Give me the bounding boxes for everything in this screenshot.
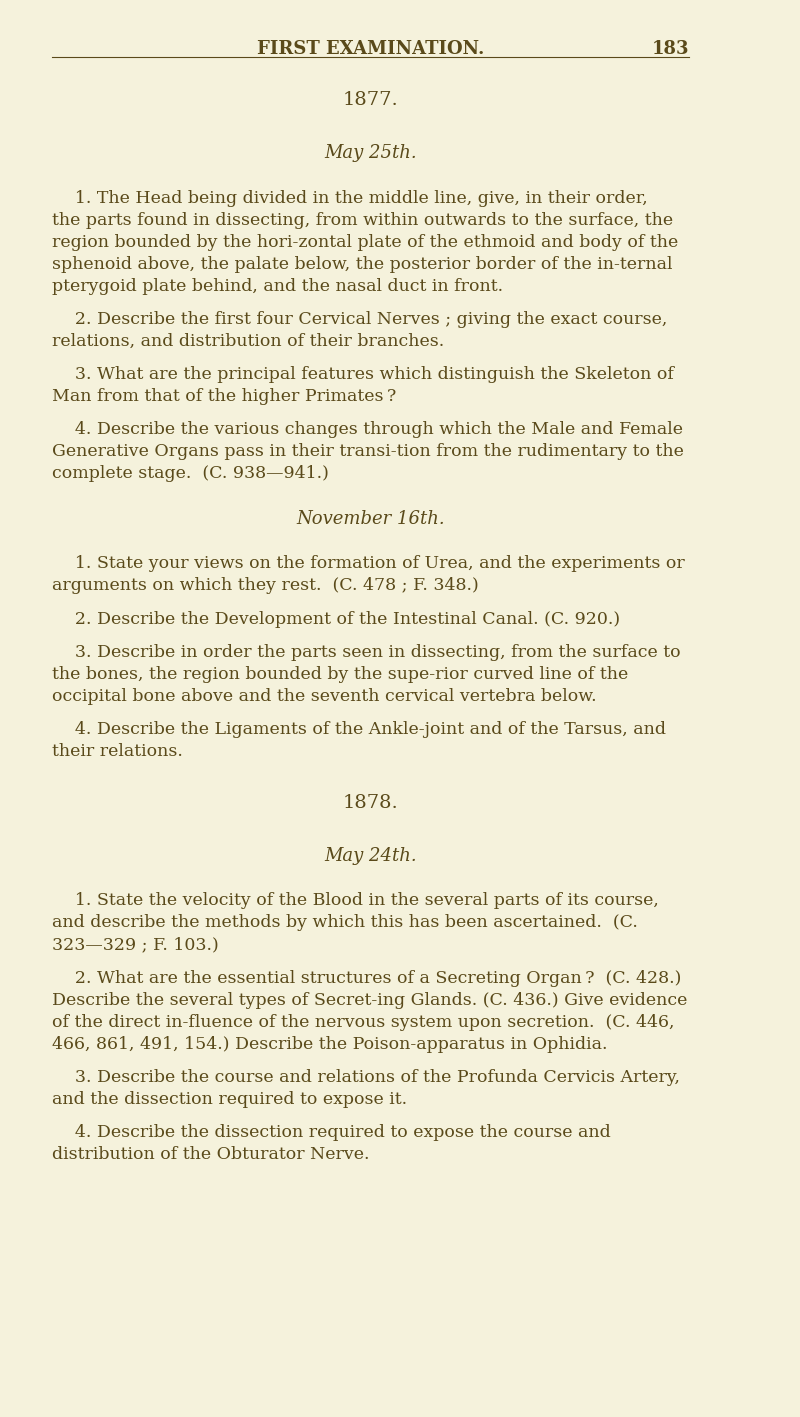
Text: Generative Organs pass in their transi-tion from the rudimentary to the: Generative Organs pass in their transi-t… bbox=[52, 444, 684, 461]
Text: 1877.: 1877. bbox=[342, 91, 398, 109]
Text: arguments on which they rest.  (C. 478 ; F. 348.): arguments on which they rest. (C. 478 ; … bbox=[52, 577, 478, 594]
Text: 466, 861, 491, 154.) Describe the Poison-apparatus in Ophidia.: 466, 861, 491, 154.) Describe the Poison… bbox=[52, 1036, 607, 1053]
Text: pterygoid plate behind, and the nasal duct in front.: pterygoid plate behind, and the nasal du… bbox=[52, 278, 503, 295]
Text: 4. Describe the dissection required to expose the course and: 4. Describe the dissection required to e… bbox=[52, 1124, 610, 1141]
Text: 1. State the velocity of the Blood in the several parts of its course,: 1. State the velocity of the Blood in th… bbox=[52, 893, 658, 910]
Text: distribution of the Obturator Nerve.: distribution of the Obturator Nerve. bbox=[52, 1146, 370, 1163]
Text: occipital bone above and the seventh cervical vertebra below.: occipital bone above and the seventh cer… bbox=[52, 687, 597, 704]
Text: Describe the several types of Secret-ing Glands. (C. 436.) Give evidence: Describe the several types of Secret-ing… bbox=[52, 992, 687, 1009]
Text: the bones, the region bounded by the supe-rior curved line of the: the bones, the region bounded by the sup… bbox=[52, 666, 628, 683]
Text: complete stage.  (C. 938—941.): complete stage. (C. 938—941.) bbox=[52, 465, 329, 482]
Text: relations, and distribution of their branches.: relations, and distribution of their bra… bbox=[52, 333, 444, 350]
Text: sphenoid above, the palate below, the posterior border of the in-ternal: sphenoid above, the palate below, the po… bbox=[52, 255, 672, 272]
Text: May 24th.: May 24th. bbox=[324, 847, 417, 864]
Text: and the dissection required to expose it.: and the dissection required to expose it… bbox=[52, 1091, 407, 1108]
Text: region bounded by the hori-zontal plate of the ethmoid and body of the: region bounded by the hori-zontal plate … bbox=[52, 234, 678, 251]
Text: 3. Describe the course and relations of the Profunda Cervicis Artery,: 3. Describe the course and relations of … bbox=[52, 1068, 680, 1085]
Text: 3. Describe in order the parts seen in dissecting, from the surface to: 3. Describe in order the parts seen in d… bbox=[52, 643, 681, 660]
Text: 2. Describe the first four Cervical Nerves ; giving the exact course,: 2. Describe the first four Cervical Nerv… bbox=[52, 310, 667, 327]
Text: November 16th.: November 16th. bbox=[296, 510, 445, 529]
Text: and describe the methods by which this has been ascertained.  (C.: and describe the methods by which this h… bbox=[52, 914, 638, 931]
Text: 4. Describe the various changes through which the Male and Female: 4. Describe the various changes through … bbox=[52, 421, 683, 438]
Text: May 25th.: May 25th. bbox=[324, 145, 417, 162]
Text: 2. Describe the Development of the Intestinal Canal. (C. 920.): 2. Describe the Development of the Intes… bbox=[52, 611, 620, 628]
Text: 4. Describe the Ligaments of the Ankle-joint and of the Tarsus, and: 4. Describe the Ligaments of the Ankle-j… bbox=[52, 721, 666, 738]
Text: 1878.: 1878. bbox=[342, 794, 398, 812]
Text: 323—329 ; F. 103.): 323—329 ; F. 103.) bbox=[52, 937, 218, 954]
Text: their relations.: their relations. bbox=[52, 743, 182, 760]
Text: 2. What are the essential structures of a Secreting Organ ?  (C. 428.): 2. What are the essential structures of … bbox=[52, 969, 682, 986]
Text: 1. State your views on the formation of Urea, and the experiments or: 1. State your views on the formation of … bbox=[52, 555, 685, 572]
Text: 3. What are the principal features which distinguish the Skeleton of: 3. What are the principal features which… bbox=[52, 366, 674, 383]
Text: 183: 183 bbox=[652, 40, 690, 58]
Text: Man from that of the higher Primates ?: Man from that of the higher Primates ? bbox=[52, 388, 396, 405]
Text: of the direct in-fluence of the nervous system upon secretion.  (C. 446,: of the direct in-fluence of the nervous … bbox=[52, 1013, 674, 1030]
Text: 1. The Head being divided in the middle line, give, in their order,: 1. The Head being divided in the middle … bbox=[52, 190, 648, 207]
Text: FIRST EXAMINATION.: FIRST EXAMINATION. bbox=[257, 40, 484, 58]
Text: the parts found in dissecting, from within outwards to the surface, the: the parts found in dissecting, from with… bbox=[52, 211, 673, 228]
